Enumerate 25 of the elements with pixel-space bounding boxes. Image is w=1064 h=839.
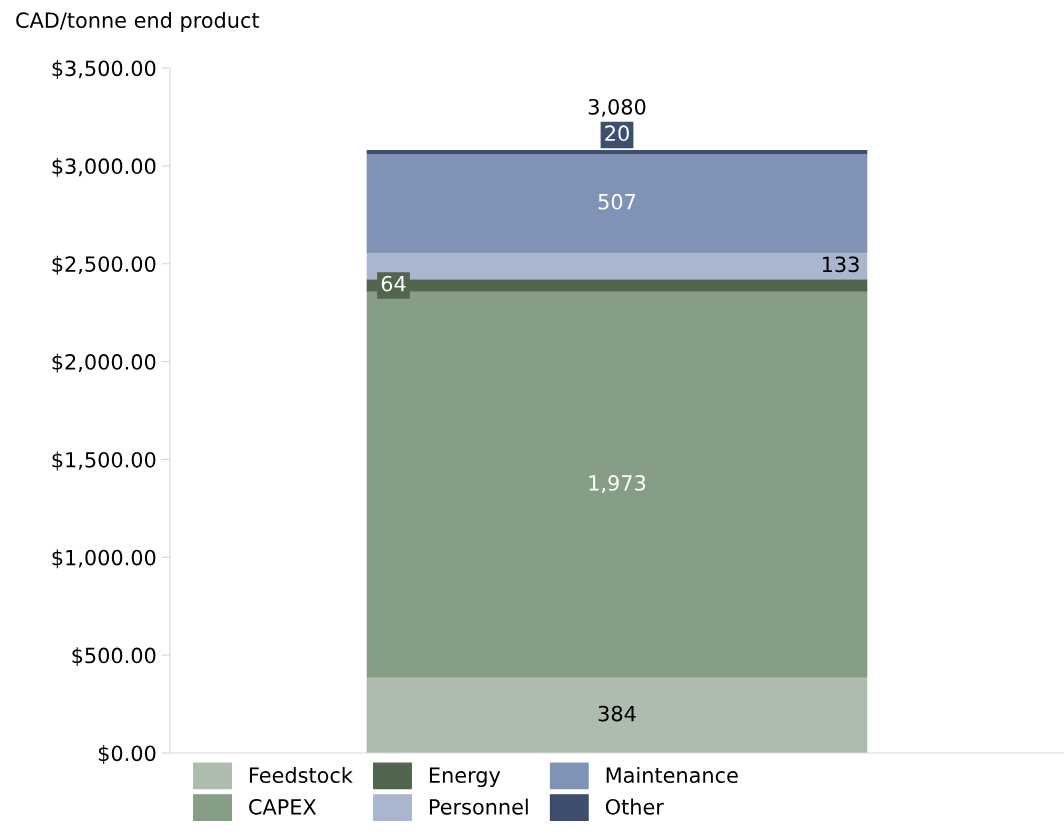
y-axis-title: CAD/tonne end product [16,11,260,33]
y-tick-label: $2,000.00 [52,353,156,373]
bar [366,677,868,753]
total-label: 3,080 [588,98,646,117]
legend-label: CAPEX [249,798,317,815]
legend-label: Energy [429,767,501,788]
legend-label: Other [605,798,664,815]
data-label: 1,973 [589,475,646,493]
y-tick-label: $1,000.00 [52,549,156,569]
y-tick-label: $1,500.00 [52,451,156,471]
y-tick-label: $2,500.00 [52,255,156,275]
legend-label: Personnel [429,798,528,815]
data-label: 133 [822,256,859,273]
legend-label: Maintenance [606,766,738,784]
y-tick-label: $3,000.00 [52,157,156,177]
bar [366,153,868,254]
legend-label: Feedstock [249,766,353,784]
bar [366,291,868,678]
data-label: 20 [605,125,629,142]
data-label: 64 [381,275,406,292]
y-tick-label: $500.00 [72,647,156,667]
y-tick-label: $3,500.00 [52,60,156,79]
y-tick-label: $0.00 [98,745,156,764]
data-label: 384 [598,705,636,722]
data-label: 507 [598,193,636,210]
